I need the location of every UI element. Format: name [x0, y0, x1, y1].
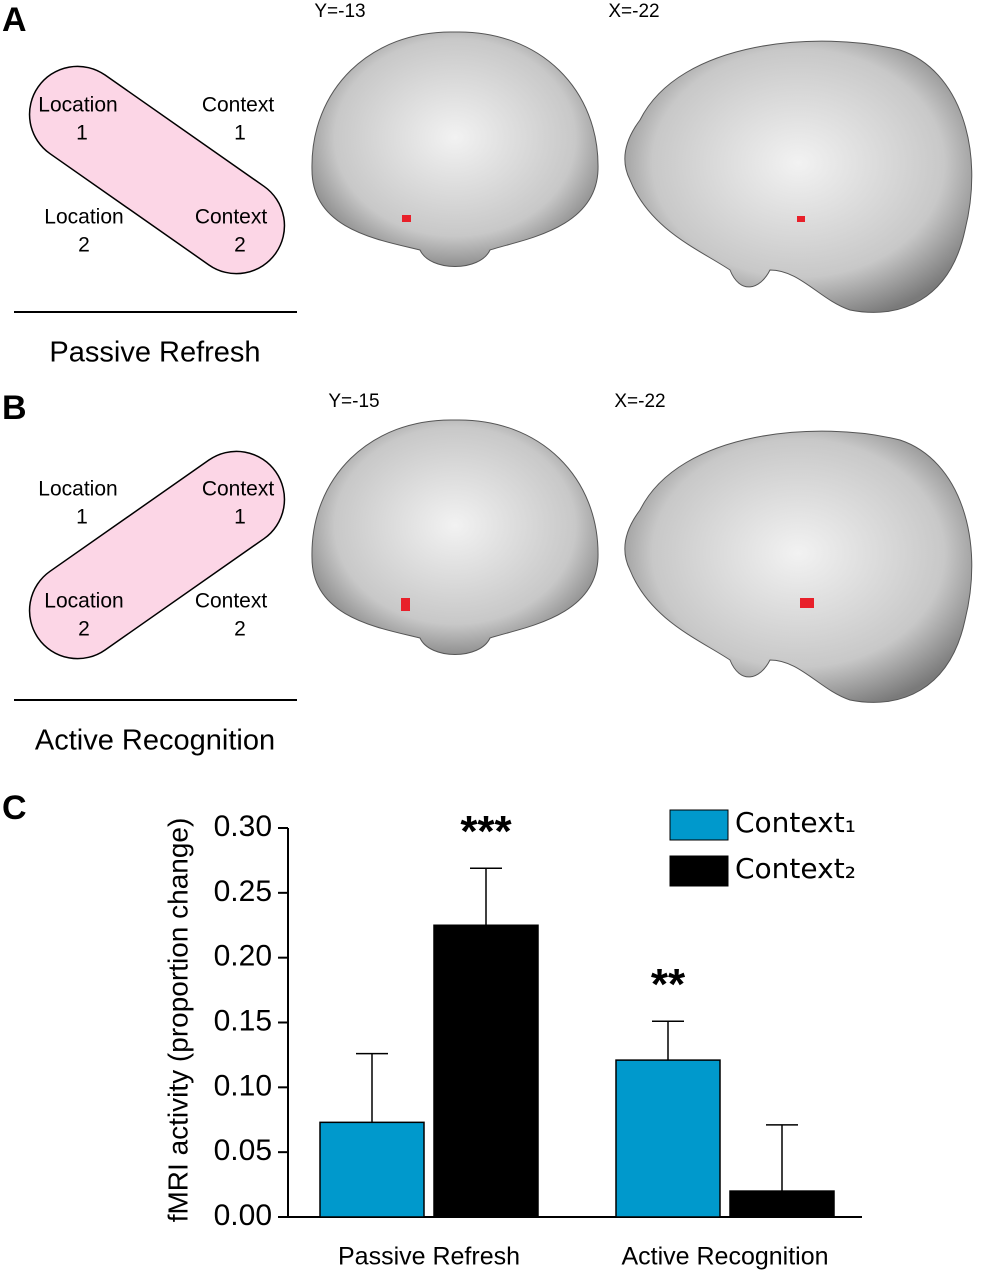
highlight-capsule	[28, 450, 286, 660]
panel-title: Passive Refresh	[49, 337, 260, 369]
cell-label: Context	[202, 478, 275, 501]
panel-title: Active Recognition	[35, 725, 275, 757]
bar	[729, 1190, 835, 1218]
activation	[401, 598, 410, 611]
cell-label: Location	[44, 206, 123, 229]
significance: ***	[460, 807, 512, 856]
bar	[319, 1121, 425, 1218]
cell-label: 1	[76, 122, 88, 145]
y-tick-label: 0.00	[214, 1199, 272, 1232]
coronal-slice	[311, 419, 599, 655]
sagittal-slice	[624, 430, 973, 703]
y-tick-label: 0.15	[214, 1004, 272, 1037]
legend-swatch	[669, 855, 729, 887]
cell-label: 1	[234, 506, 246, 529]
highlight-capsule	[28, 65, 286, 275]
activation	[402, 215, 411, 222]
cell-label: Context	[195, 590, 268, 613]
panel-label: C	[2, 789, 27, 827]
y-tick-label: 0.05	[214, 1134, 272, 1167]
cell-label: Context	[202, 94, 275, 117]
slice-label: X=-22	[608, 1, 659, 22]
cell-label: 2	[234, 234, 246, 257]
cell-label: Context	[195, 206, 268, 229]
y-tick-label: 0.20	[214, 940, 272, 973]
activation	[797, 216, 805, 222]
cell-label: Location	[38, 478, 117, 501]
x-tick-label: Active Recognition	[621, 1243, 828, 1271]
cell-label: 2	[78, 618, 90, 641]
y-tick-label: 0.10	[214, 1069, 272, 1102]
legend-swatch	[669, 809, 729, 841]
panel-label: A	[2, 1, 27, 39]
legend-label: Context₁	[735, 806, 856, 839]
panel-label: B	[2, 389, 27, 427]
significance: **	[651, 960, 686, 1009]
x-tick-label: Passive Refresh	[338, 1243, 520, 1271]
y-tick-label: 0.25	[214, 875, 272, 908]
activation	[800, 598, 814, 608]
cell-label: 1	[234, 122, 246, 145]
bar	[615, 1059, 721, 1218]
slice-label: Y=-15	[328, 391, 379, 412]
coronal-slice	[311, 31, 599, 267]
y-axis-label: fMRI activity (proportion change)	[162, 818, 193, 1223]
slice-label: Y=-13	[314, 1, 365, 22]
y-tick-label: 0.30	[214, 810, 272, 843]
cell-label: Location	[38, 94, 117, 117]
cell-label: 1	[76, 506, 88, 529]
legend-label: Context₂	[735, 852, 856, 885]
cell-label: 2	[234, 618, 246, 641]
sagittal-slice	[624, 40, 973, 313]
slice-label: X=-22	[614, 391, 665, 412]
bar	[433, 924, 539, 1218]
cell-label: 2	[78, 234, 90, 257]
cell-label: Location	[44, 590, 123, 613]
